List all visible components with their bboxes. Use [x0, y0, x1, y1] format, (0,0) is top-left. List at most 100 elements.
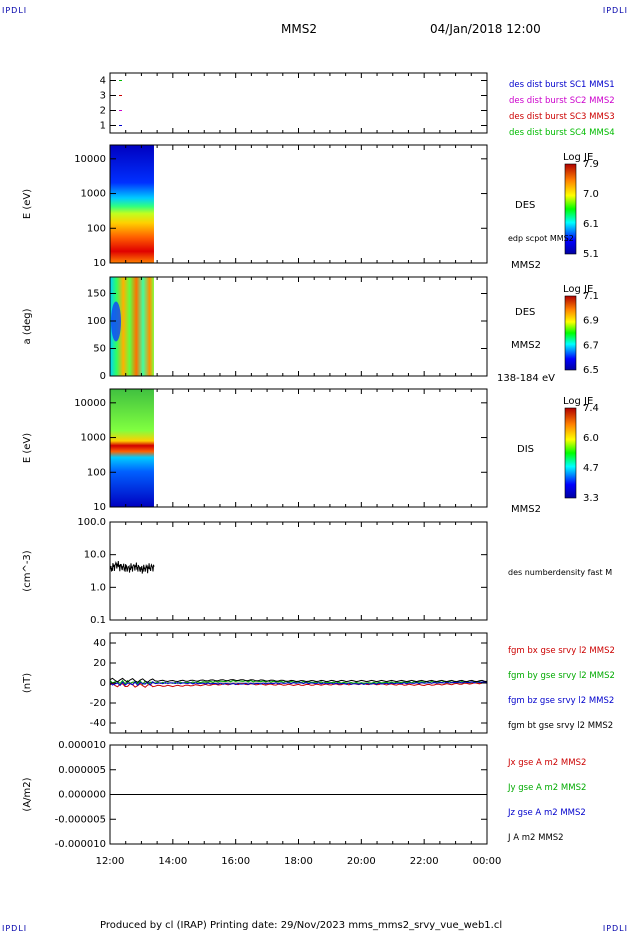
x-tick-label: 12:00: [96, 856, 125, 867]
dis-energy-colorbar-tick: 7.4: [583, 403, 599, 414]
corner-mark-top-right: IPDLI: [602, 6, 628, 15]
density-series-line: [109, 560, 155, 574]
panel-dis-energy-frame: [109, 388, 488, 508]
des-energy-colorbar-tick: 6.1: [583, 219, 599, 230]
footer-credit: Produced by cl (IRAP) Printing date: 29/…: [100, 920, 503, 931]
page-title: MMS2: [281, 22, 317, 36]
bfield-tick-label: 0: [100, 678, 106, 689]
density-tick-label: 100.0: [77, 517, 106, 528]
dis-energy-colorbar-tick: 3.3: [583, 493, 599, 504]
des-energy-tick-label: 10000: [74, 154, 106, 165]
density-tick-label: 1.0: [90, 582, 106, 593]
pitch-angle-ylabel: a (deg): [22, 308, 33, 344]
bfield-tick-label: -20: [90, 698, 106, 709]
bfield-tick-label: -40: [90, 718, 106, 729]
density-ylabel: (cm^-3): [22, 550, 33, 591]
x-tick-label: 18:00: [284, 856, 313, 867]
corner-mark-top-left: IPDLI: [2, 6, 28, 15]
des-energy-colorbar-tick: 7.0: [583, 189, 599, 200]
des-energy-sc-label: MMS2: [511, 260, 541, 271]
current-tick-label: -0.000005: [55, 814, 106, 825]
panel-frames: [109, 72, 577, 845]
current-tick-label: 0.000005: [58, 765, 106, 776]
des-energy-colorbar: [564, 163, 577, 255]
x-tick-label: 00:00: [473, 856, 502, 867]
density-tick-label: 10.0: [84, 550, 106, 561]
stacked-time-series-chart: 4 3 2 1 des dist burst SC1 MMS1 des dist burs…: [22, 72, 615, 868]
current-ylabel: (A/m2): [22, 777, 33, 811]
bfield-ylabel: (nT): [22, 673, 33, 693]
panel-burst-frame: [109, 72, 488, 134]
des-energy-tick-label: 1000: [81, 189, 106, 200]
pitch-angle-tick-label: 100: [87, 316, 106, 327]
des-energy-heatmap: [110, 145, 154, 263]
heatmap-layer: [110, 145, 154, 507]
des-energy-colorbar-tick: 5.1: [583, 249, 599, 260]
x-tick-label: 16:00: [221, 856, 250, 867]
pitch-angle-tick-label: 0: [100, 371, 106, 382]
bfield-legend-entry: fgm by gse srvy l2 MMS2: [508, 671, 615, 681]
current-legend-entry: J A m2 MMS2: [507, 833, 564, 843]
burst-legend-entry: des dist burst SC2 MMS2: [509, 96, 615, 106]
corner-mark-bottom-left: IPDLI: [2, 924, 28, 933]
current-legend-entry: Jx gse A m2 MMS2: [507, 758, 586, 768]
bfield-tick-label: 40: [93, 638, 106, 649]
current-legend-entry: Jy gse A m2 MMS2: [507, 783, 586, 793]
dis-energy-sc-label: MMS2: [511, 504, 541, 515]
des-energy-colorbar-tick: 7.9: [583, 159, 599, 170]
pitch-angle-colorbar-tick: 6.9: [583, 316, 599, 327]
x-tick-label: 14:00: [158, 856, 187, 867]
burst-legend-entry: des dist burst SC3 MMS3: [509, 112, 615, 122]
dis-energy-colorbar: [564, 407, 577, 499]
density-legend-entry: des numberdensity fast M: [508, 568, 612, 577]
des-energy-ylabel: E (eV): [22, 189, 33, 219]
current-tick-label: 0.000000: [58, 790, 106, 801]
pitch-angle-colorbar-tick: 6.7: [583, 340, 599, 351]
burst-tick-label: 3: [100, 91, 106, 102]
bfield-tick-label: 20: [93, 658, 106, 669]
pitch-angle-colorbar: [564, 295, 577, 371]
bfield-legend-entry: fgm bt gse srvy l2 MMS2: [508, 721, 613, 731]
dis-energy-tick-label: 10000: [74, 398, 106, 409]
panel-des-energy-frame: [109, 144, 488, 264]
dis-energy-heatmap: [110, 389, 154, 507]
dis-energy-colorbar-tick: 4.7: [583, 463, 599, 474]
des-energy-label: DES: [515, 200, 535, 211]
pitch-angle-colorbar-title: Log JE: [563, 284, 593, 295]
corner-mark-bottom-right: IPDLI: [602, 924, 628, 933]
bfield-series-line: [109, 677, 488, 683]
burst-legend-entry: des dist burst SC1 MMS1: [509, 80, 615, 90]
des-energy-scpot-label: edp scpot MMS2: [508, 234, 574, 243]
panel-density-frame: [109, 521, 488, 621]
bfield-series-line: [109, 681, 488, 688]
dis-energy-colorbar-title: Log JE: [563, 396, 593, 407]
pitch-angle-colorbar-tick: 6.5: [583, 365, 599, 376]
burst-tick-label: 4: [100, 76, 106, 87]
dis-energy-tick-label: 100: [87, 467, 106, 478]
current-legend-entry: Jz gse A m2 MMS2: [507, 808, 586, 818]
bfield-series-line: [109, 680, 488, 687]
bfield-legend-entry: fgm bx gse srvy l2 MMS2: [508, 646, 615, 656]
pitch-angle-colorbar-tick: 7.1: [583, 291, 599, 302]
des-energy-colorbar-title: Log JE: [563, 152, 593, 163]
dis-energy-tick-label: 1000: [81, 433, 106, 444]
current-tick-label: 0.000010: [58, 740, 106, 751]
dis-energy-ylabel: E (eV): [22, 433, 33, 463]
panel-pitch-angle-frame: [109, 276, 488, 377]
density-tick-label: 0.1: [90, 615, 106, 626]
dis-energy-colorbar-tick: 6.0: [583, 433, 599, 444]
burst-legend-entry: des dist burst SC4 MMS4: [509, 128, 615, 138]
dis-energy-label: DIS: [517, 444, 534, 455]
current-tick-label: -0.000010: [55, 839, 106, 850]
burst-tick-label: 1: [100, 121, 106, 132]
x-tick-label: 20:00: [347, 856, 376, 867]
bfield-legend-entry: fgm bz gse srvy l2 MMS2: [508, 696, 614, 706]
pitch-angle-tick-label: 150: [87, 289, 106, 300]
burst-tick-label: 2: [100, 106, 106, 117]
dis-energy-tick-label: 10: [93, 502, 106, 513]
x-tick-label: 22:00: [410, 856, 439, 867]
pitch-angle-range-label: 138-184 eV: [497, 373, 555, 384]
pitch-angle-label: DES: [515, 307, 535, 318]
text-layer: 4 3 2 1 des dist burst SC1 MMS1 des dist burs…: [22, 76, 615, 868]
des-energy-tick-label: 100: [87, 223, 106, 234]
